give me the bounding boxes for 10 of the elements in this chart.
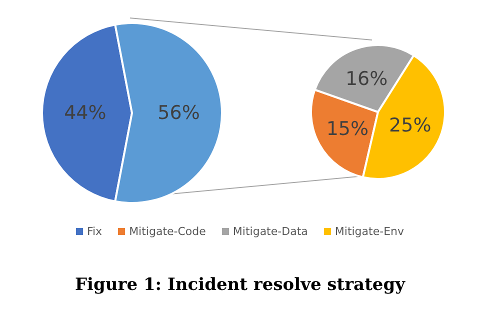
data-label: 56% (158, 102, 200, 124)
data-label: 25% (389, 114, 432, 136)
data-label: 16% (345, 68, 388, 90)
legend-label: Fix (86, 225, 102, 238)
legend-label: Mitigate-Env (334, 225, 404, 238)
text: Figure 1: Incident resolve strategy (74, 275, 406, 295)
data-label: 15% (326, 118, 369, 140)
legend-label: Mitigate-Data (232, 225, 308, 238)
data-label: 44% (64, 102, 106, 124)
legend-label: Mitigate-Code (128, 225, 206, 238)
